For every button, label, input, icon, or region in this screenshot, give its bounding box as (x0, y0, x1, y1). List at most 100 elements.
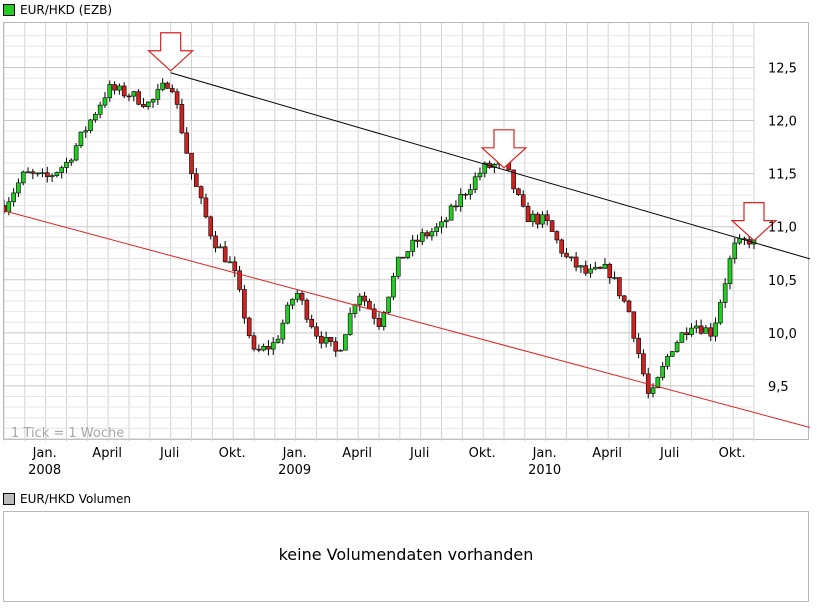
candle-body (694, 325, 699, 329)
x-tick-label: Okt. (218, 446, 246, 461)
candle-body (381, 312, 387, 327)
price-legend: EUR/HKD (EZB) (3, 2, 112, 18)
resistance-arrow-icon (480, 129, 528, 169)
volume-legend-swatch (3, 493, 15, 505)
candle-body (213, 235, 218, 249)
candle-body (617, 277, 622, 297)
x-tick-label: Jan. (532, 446, 557, 461)
x-tick-label: April (342, 446, 373, 461)
price-legend-title: EUR/HKD (EZB) (20, 3, 113, 17)
candle-body (93, 114, 98, 121)
candle-body (49, 175, 55, 178)
candle-body (607, 263, 613, 279)
x-tick-label: Juli (660, 446, 680, 461)
candle-body (386, 296, 391, 313)
candle-body (410, 239, 415, 252)
candle-body (573, 256, 579, 268)
candle-body (145, 101, 151, 108)
candle-body (88, 119, 93, 131)
candle-body (636, 337, 641, 354)
x-tick-label: Okt. (718, 446, 746, 461)
candle-body (641, 353, 646, 375)
candle-body (708, 327, 714, 337)
candle-body (395, 256, 401, 277)
candle-body (73, 145, 79, 161)
x-year-label: 2008 (28, 463, 62, 478)
candle-body (472, 176, 478, 190)
candle-body (121, 85, 127, 97)
candle-body (689, 327, 694, 336)
y-tick-label: 9,5 (768, 380, 789, 395)
candle-body (328, 337, 334, 342)
candle-body (732, 242, 738, 260)
candle-body (650, 387, 656, 394)
candle-body (362, 295, 367, 302)
candle-body (275, 338, 281, 343)
x-tick-label: Okt. (468, 446, 496, 461)
candle-body (655, 377, 661, 389)
candle-body (540, 214, 545, 225)
candle-body (4, 205, 7, 213)
volume-empty-message: keine Volumendaten vorhanden (278, 545, 534, 564)
candle-body (299, 293, 305, 301)
candle-body (194, 173, 199, 187)
candle-body (597, 266, 603, 269)
support-trendline (4, 210, 810, 429)
candle-body (669, 351, 675, 357)
candle-body (626, 300, 632, 313)
candle-body (126, 95, 132, 98)
candle-body (160, 82, 165, 90)
candle-body (208, 216, 214, 237)
candle-body (631, 311, 637, 339)
candle-body (444, 219, 449, 223)
candle-body (11, 192, 16, 203)
price-chart: 12,5 12,0 11,5 11,0 10,5 10,0 9,5 1 Tick = 1 Wo… (3, 22, 810, 441)
candle-body (439, 221, 444, 228)
candle-body (203, 197, 209, 218)
interval-note: 1 Tick = 1 Woche (11, 426, 124, 441)
candle-body (242, 289, 247, 319)
candle-body (544, 214, 550, 222)
x-year-label: 2010 (528, 463, 562, 478)
candle-body (391, 275, 396, 298)
candle-body (569, 256, 574, 259)
candle-body (559, 239, 564, 254)
candle-body (131, 91, 137, 97)
candle-body (294, 293, 300, 300)
volume-panel: keine Volumendaten vorhanden (3, 511, 809, 602)
candle-body (227, 261, 233, 264)
candle-body (415, 239, 420, 242)
candle-body (261, 346, 266, 351)
candle-body (343, 334, 348, 351)
candle-body (323, 337, 329, 344)
candle-body (424, 232, 430, 237)
candle-body (179, 104, 185, 134)
candle-body (309, 318, 314, 328)
x-tick-label: April (592, 446, 623, 461)
candle-body (530, 213, 536, 223)
candle-body (520, 194, 526, 207)
candle-body (222, 246, 228, 263)
y-tick-label: 10,0 (768, 327, 797, 342)
y-tick-label: 11,5 (768, 168, 797, 183)
candle-body (352, 304, 358, 314)
x-tick-label: Jan. (32, 446, 57, 461)
candle-body (458, 193, 464, 207)
x-year-label: 2009 (278, 463, 312, 478)
volume-legend-title: EUR/HKD Volumen (20, 492, 131, 506)
candle-body (621, 295, 627, 302)
volume-legend: EUR/HKD Volumen (3, 491, 131, 507)
candle-body (69, 159, 74, 163)
candle-body (419, 232, 425, 242)
candle-body (304, 299, 310, 320)
candle-body (136, 91, 141, 105)
candle-body (347, 313, 353, 335)
candle-body (684, 332, 689, 336)
candle-body (583, 265, 589, 274)
candle-body (400, 256, 406, 259)
candle-body (698, 325, 704, 334)
candle-body (20, 171, 26, 184)
candle-body (285, 304, 290, 324)
x-tick-label: Juli (410, 446, 430, 461)
resistance-arrow-icon (147, 32, 195, 72)
